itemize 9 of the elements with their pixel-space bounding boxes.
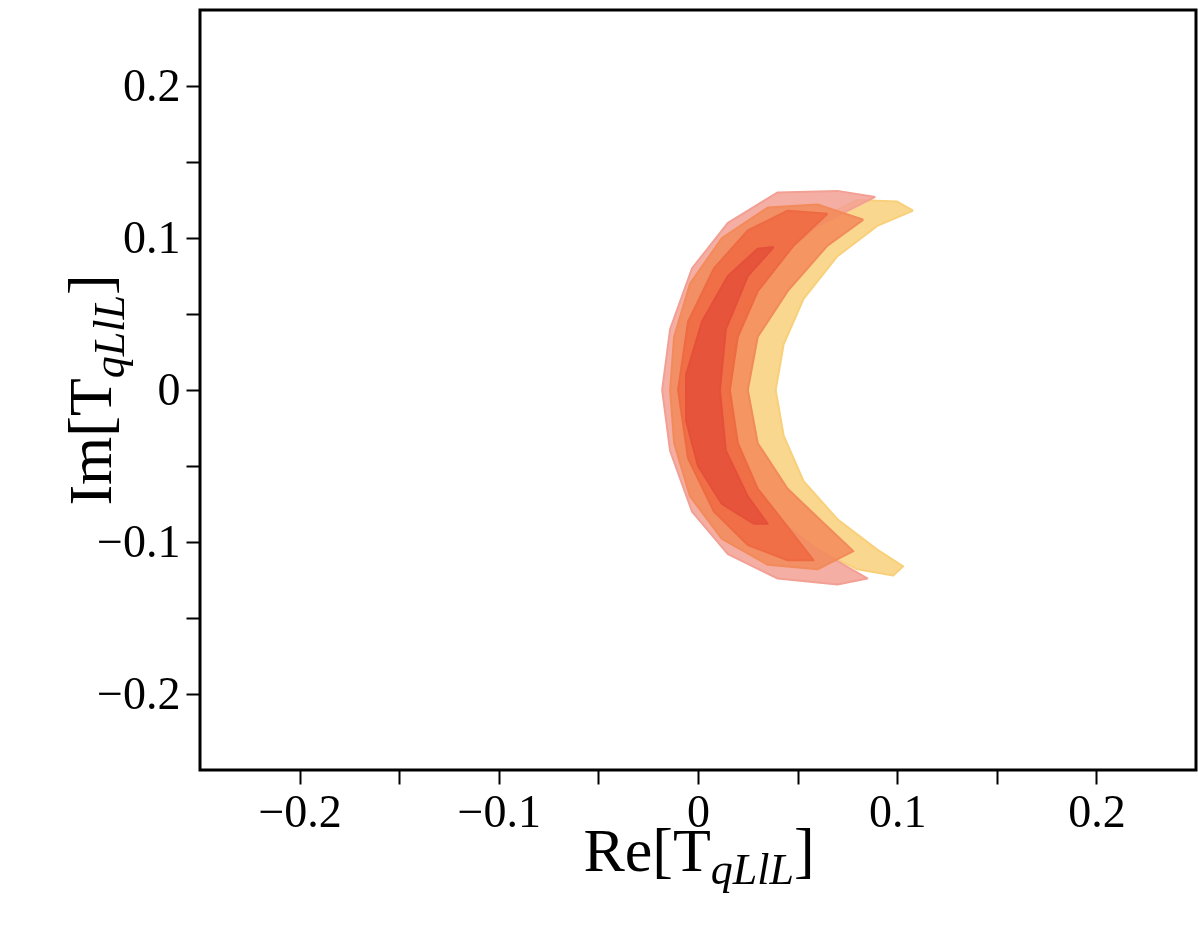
y-tick-label: 0: [157, 363, 181, 415]
x-tick-label: −0.1: [457, 785, 542, 837]
y-tick-label: −0.2: [97, 667, 181, 719]
y-tick-label: 0.2: [123, 59, 181, 111]
y-tick-label: 0.1: [123, 211, 181, 263]
x-tick-label: −0.2: [258, 785, 342, 837]
x-tick-label: 0.1: [868, 785, 927, 837]
x-tick-label: 0.2: [1068, 785, 1126, 837]
y-tick-label: −0.1: [97, 515, 181, 567]
